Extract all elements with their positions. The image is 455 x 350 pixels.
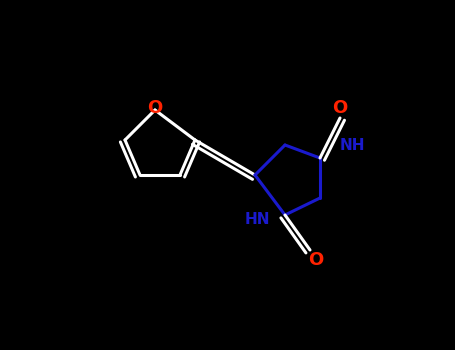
Text: O: O — [147, 99, 162, 117]
Text: HN: HN — [244, 212, 270, 228]
Text: O: O — [308, 251, 324, 269]
Text: NH: NH — [340, 138, 365, 153]
Text: O: O — [332, 99, 348, 117]
